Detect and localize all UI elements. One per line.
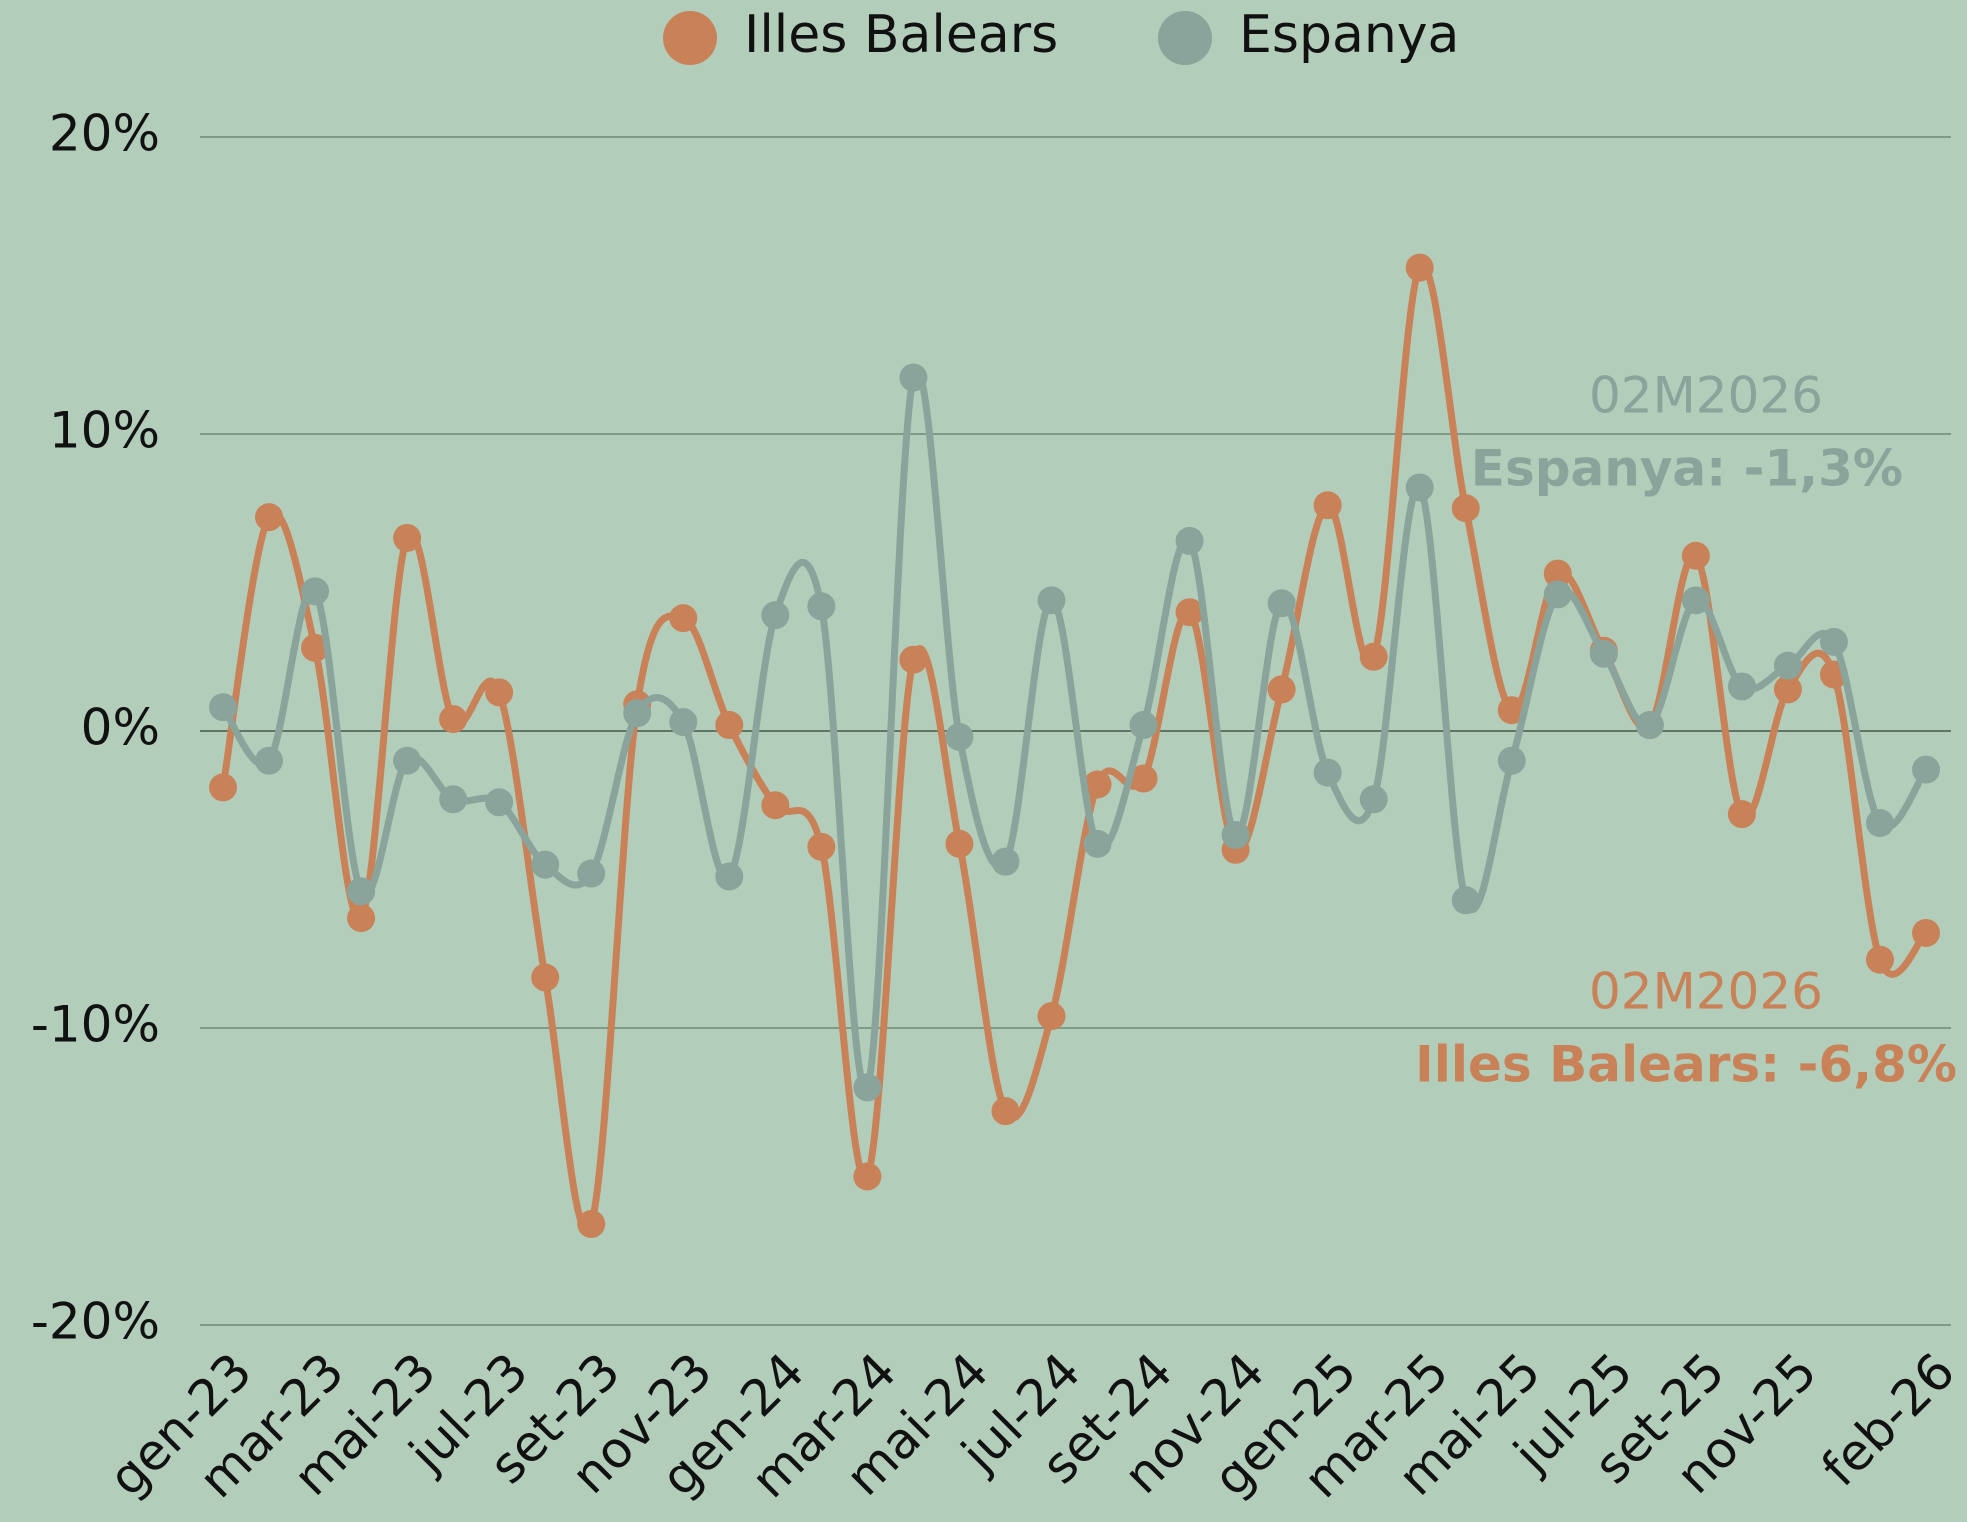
data-point <box>1681 541 1710 570</box>
data-point <box>485 678 514 707</box>
data-point <box>1773 675 1802 704</box>
data-point <box>1037 1002 1066 1031</box>
annotation: Espanya: -1,3% <box>1471 440 1903 498</box>
data-point <box>1543 559 1572 588</box>
data-point <box>1175 598 1204 627</box>
data-point <box>1313 491 1342 520</box>
data-point <box>531 963 560 992</box>
annotation: Illes Balears: -6,8% <box>1415 1036 1957 1094</box>
data-point <box>1912 755 1940 784</box>
data-point <box>899 645 928 674</box>
data-point <box>1773 651 1802 680</box>
data-point <box>853 1162 882 1191</box>
data-point <box>393 523 422 552</box>
data-point <box>1865 809 1894 838</box>
data-point <box>1267 589 1296 618</box>
data-point <box>531 850 560 879</box>
data-point <box>1313 758 1342 787</box>
data-point <box>1635 711 1664 740</box>
data-point <box>577 859 606 888</box>
data-point <box>991 1097 1020 1126</box>
y-tick-label: -10% <box>31 996 160 1054</box>
data-point <box>301 577 330 606</box>
y-tick-label: 10% <box>49 402 160 460</box>
data-point <box>1727 672 1756 701</box>
data-point <box>1727 800 1756 829</box>
data-point <box>1497 696 1526 725</box>
data-point <box>1129 764 1158 793</box>
data-point <box>669 604 698 633</box>
data-point <box>1359 642 1388 671</box>
legend-label: Illes Balears <box>744 5 1058 65</box>
data-point <box>485 788 514 817</box>
data-point <box>1083 770 1112 799</box>
annotation: 02M2026 <box>1589 963 1823 1021</box>
data-point <box>715 862 744 891</box>
data-point <box>945 829 974 858</box>
legend-label: Espanya <box>1239 5 1459 65</box>
data-point <box>1405 473 1434 502</box>
legend-marker <box>663 11 717 65</box>
data-point <box>577 1210 606 1239</box>
data-point <box>853 1073 882 1102</box>
data-point <box>1405 253 1434 282</box>
data-point <box>1359 785 1388 814</box>
y-tick-label: 20% <box>49 105 160 163</box>
y-tick-label: -20% <box>31 1293 160 1351</box>
annotation: 02M2026 <box>1589 367 1823 425</box>
data-point <box>209 693 237 722</box>
data-point <box>1819 627 1848 656</box>
data-point <box>255 503 284 532</box>
data-point <box>807 592 836 621</box>
data-point <box>1865 945 1894 974</box>
data-point <box>1497 746 1526 775</box>
data-point <box>623 699 652 728</box>
data-point <box>1267 675 1296 704</box>
data-point <box>1037 586 1066 615</box>
data-point <box>715 711 744 740</box>
data-point <box>393 746 422 775</box>
data-point <box>1451 886 1480 915</box>
data-point <box>1589 639 1618 668</box>
data-point <box>1175 526 1204 555</box>
data-point <box>1083 829 1112 858</box>
data-point <box>439 785 468 814</box>
data-point <box>347 904 376 933</box>
data-point <box>439 705 468 734</box>
data-point <box>807 832 836 861</box>
data-point <box>301 633 330 662</box>
data-point <box>945 722 974 751</box>
data-point <box>761 791 790 820</box>
data-point <box>1543 580 1572 609</box>
data-point <box>761 601 790 630</box>
data-point <box>1221 820 1250 849</box>
data-point <box>1451 494 1480 523</box>
data-point <box>255 746 284 775</box>
data-point <box>991 847 1020 876</box>
data-point <box>1129 711 1158 740</box>
legend-marker <box>1158 11 1212 65</box>
data-point <box>1912 918 1940 947</box>
data-point <box>669 708 698 737</box>
data-point <box>347 877 376 906</box>
data-point <box>1681 586 1710 615</box>
y-tick-label: 0% <box>81 699 160 757</box>
data-point <box>209 773 237 802</box>
data-point <box>899 363 928 392</box>
